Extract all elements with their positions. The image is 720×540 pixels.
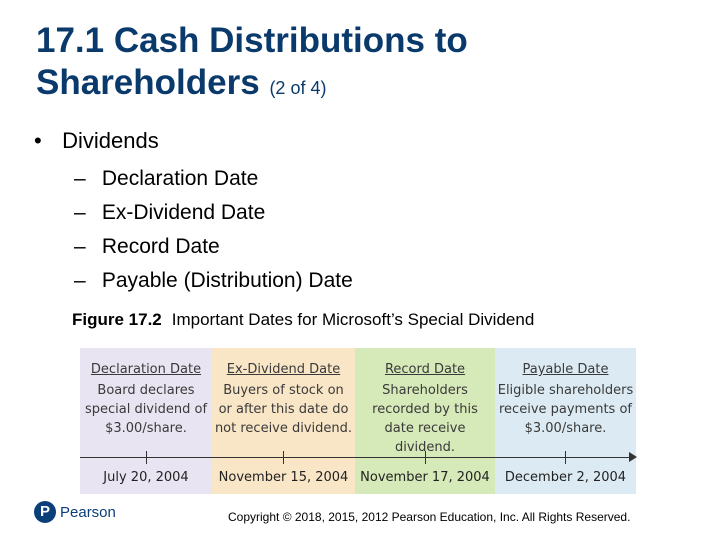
description-line: $3.00/share. [524, 421, 607, 436]
pearson-logo-text: Pearson [60, 503, 116, 521]
pearson-logo-icon: P [34, 501, 56, 523]
column-date: December 2, 2004 [504, 470, 627, 485]
description-line: $3.00/share. [105, 421, 187, 436]
dash-marker: – [74, 235, 86, 258]
description-line: recorded by this [372, 402, 478, 417]
column-heading: Payable Date [522, 362, 609, 377]
column-date: July 20, 2004 [103, 470, 189, 485]
timeline-arrowhead [629, 452, 637, 462]
subitem-text: Record Date [101, 235, 220, 258]
dash-marker: – [74, 167, 86, 190]
timeline-tick [283, 451, 284, 464]
dash-marker: – [74, 269, 86, 292]
timeline-column-record: Record Date Shareholders recorded by thi… [355, 348, 495, 494]
description-line: Board declares [97, 383, 195, 398]
column-description: Buyers of stock on or after this date do… [214, 381, 353, 438]
timeline-tick [146, 451, 147, 464]
description-line: Buyers of stock on [223, 383, 344, 398]
column-description: Eligible shareholders receive payments o… [497, 381, 634, 438]
timeline-tick [425, 451, 426, 464]
subitem-text: Declaration Date [101, 167, 259, 190]
column-description: Shareholders recorded by this date recei… [357, 381, 493, 457]
timeline-tick [565, 451, 566, 464]
description-line: date receive dividend. [384, 421, 466, 455]
column-heading: Declaration Date [90, 362, 202, 377]
subitem-text: Payable (Distribution) Date [101, 269, 353, 292]
column-date: November 15, 2004 [218, 470, 349, 485]
description-line: Shareholders [382, 383, 468, 398]
description-line: special dividend of [84, 402, 208, 417]
figure-caption-label: Figure 17.2 [72, 310, 162, 329]
column-heading: Record Date [384, 362, 466, 377]
description-line: not receive dividend. [214, 421, 353, 436]
dividend-timeline-figure: Declaration Date Board declares special … [80, 348, 637, 494]
bullet-text: Dividends [62, 128, 159, 153]
bullet-marker: • [34, 128, 42, 153]
timeline-column-ex-dividend: Ex-Dividend Date Buyers of stock on or a… [212, 348, 355, 494]
copyright-notice: Copyright © 2018, 2015, 2012 Pearson Edu… [228, 510, 631, 524]
list-item: – Ex-Dividend Date [74, 200, 353, 234]
column-date: November 17, 2004 [360, 470, 490, 485]
figure-caption: Figure 17.2 Important Dates for Microsoft… [72, 310, 534, 330]
timeline-axis [80, 457, 630, 458]
description-line: or after this date do [218, 402, 349, 417]
figure-caption-text: Important Dates for Microsoft’s Special … [171, 310, 535, 329]
description-line: receive payments of [499, 402, 632, 417]
list-item: – Declaration Date [74, 166, 353, 200]
slide-title-suffix: (2 of 4) [269, 78, 327, 98]
subitem-list: – Declaration Date – Ex-Dividend Date – … [74, 166, 353, 302]
timeline-column-payable: Payable Date Eligible shareholders recei… [495, 348, 636, 494]
slide-title-main: 17.1 Cash Distributions to Shareholders [36, 21, 468, 102]
description-line: Eligible shareholders [497, 383, 634, 398]
column-description: Board declares special dividend of $3.00… [82, 381, 210, 438]
slide-title: 17.1 Cash Distributions to Shareholders … [36, 20, 676, 109]
column-heading: Ex-Dividend Date [226, 362, 341, 377]
pearson-logo: P Pearson [34, 501, 116, 523]
list-item: – Payable (Distribution) Date [74, 268, 353, 302]
timeline-column-declaration: Declaration Date Board declares special … [80, 348, 212, 494]
bullet-dividends: • Dividends [34, 128, 159, 154]
subitem-text: Ex-Dividend Date [101, 201, 266, 224]
list-item: – Record Date [74, 234, 353, 268]
dash-marker: – [74, 201, 86, 224]
